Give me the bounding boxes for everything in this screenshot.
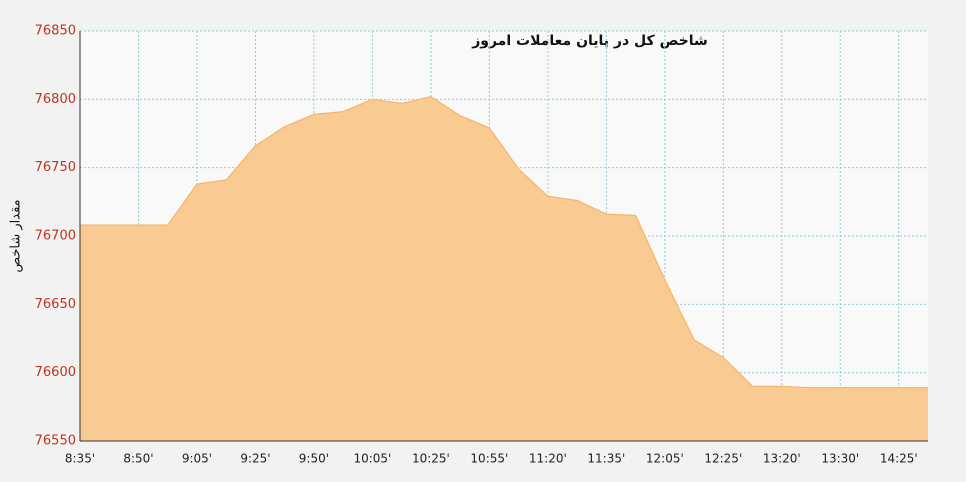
area [80, 96, 928, 441]
x-tick-label: 12:05' [646, 452, 684, 466]
y-tick-label: 76600 [35, 365, 76, 380]
x-tick-label: 8:50' [123, 452, 153, 466]
x-tick-label: 9:50' [299, 452, 329, 466]
y-tick-label: 76550 [35, 434, 76, 449]
y-tick-label: 76800 [35, 92, 76, 107]
y-axis-label: مقدار شاخص [9, 199, 24, 272]
x-tick-label: 10:55' [470, 452, 508, 466]
x-tick-label: 9:25' [240, 452, 270, 466]
y-tick-label: 76700 [35, 229, 76, 244]
x-tick-label: 12:25' [704, 452, 742, 466]
x-tick-label: 10:25' [412, 452, 450, 466]
x-tick-label: 11:35' [587, 452, 625, 466]
x-tick-label: 13:20' [763, 452, 801, 466]
chart-title: شاخص کل در پایان معاملات امروز [471, 33, 708, 49]
x-tick-label: 13:30' [821, 452, 859, 466]
x-tick-label: 9:05' [182, 452, 212, 466]
y-tick-label: 76850 [35, 24, 76, 39]
x-tick-label: 10:05' [353, 452, 391, 466]
x-tick-label: 14:25' [880, 452, 918, 466]
x-tick-label: 11:20' [529, 452, 567, 466]
y-tick-label: 76750 [35, 160, 76, 175]
area-line [80, 95, 928, 389]
y-tick-label: 76650 [35, 297, 76, 312]
x-tick-label: 8:35' [65, 452, 95, 466]
